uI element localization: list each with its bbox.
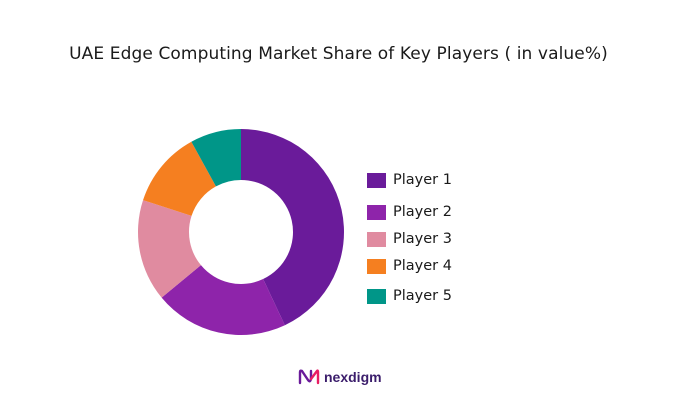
legend-item-player-5: Player 5 xyxy=(367,286,452,306)
legend-item-player-2: Player 2 xyxy=(367,202,452,222)
legend-label-player-4: Player 4 xyxy=(393,258,452,274)
legend-label-player-1: Player 1 xyxy=(393,172,452,188)
legend-swatch-player-5 xyxy=(367,288,386,304)
legend-swatch-player-3 xyxy=(367,231,386,247)
chart-title: UAE Edge Computing Market Share of Key P… xyxy=(69,44,608,64)
legend-label-player-5: Player 5 xyxy=(393,288,452,304)
donut-slice-player-4 xyxy=(143,141,216,216)
nexdigm-logo-icon xyxy=(298,369,320,385)
legend-label-player-2: Player 2 xyxy=(393,204,452,220)
legend-label-player-3: Player 3 xyxy=(393,231,452,247)
donut-slice-player-5 xyxy=(191,129,241,187)
donut-slice-player-3 xyxy=(138,200,201,298)
legend-item-player-3: Player 3 xyxy=(367,229,452,249)
legend-item-player-4: Player 4 xyxy=(367,256,452,276)
legend-swatch-player-2 xyxy=(367,204,386,220)
donut-slice-player-1 xyxy=(241,129,344,326)
legend-item-player-1: Player 1 xyxy=(367,170,452,190)
brand-footer: nexdigm xyxy=(298,368,382,386)
legend-swatch-player-4 xyxy=(367,258,386,274)
donut-slice-player-2 xyxy=(161,265,285,335)
brand-name: nexdigm xyxy=(324,369,382,385)
legend-swatch-player-1 xyxy=(367,172,386,188)
